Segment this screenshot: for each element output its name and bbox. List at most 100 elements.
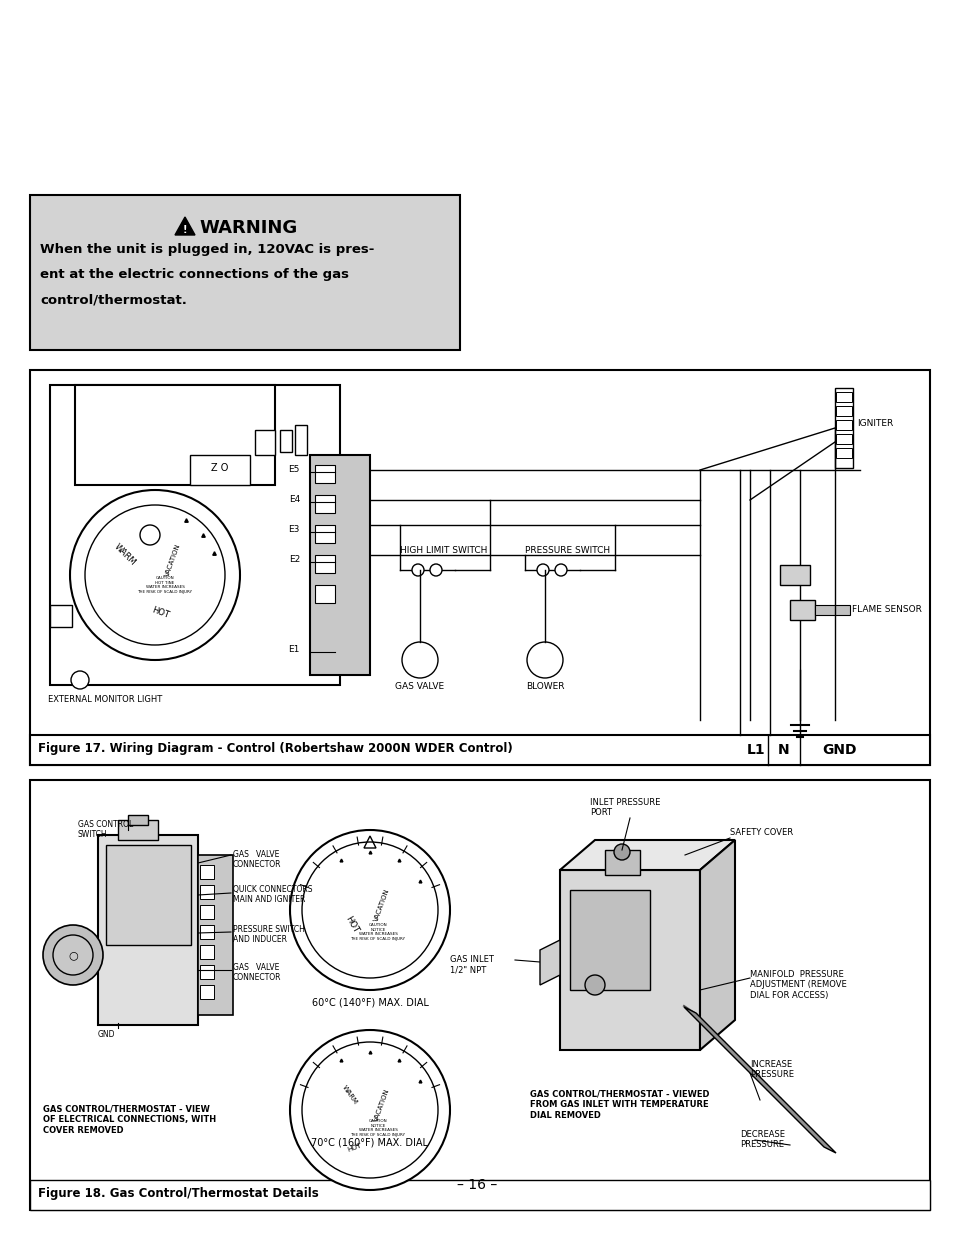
Text: BLOWER: BLOWER (525, 682, 563, 692)
Text: When the unit is plugged in, 120VAC is pres-: When the unit is plugged in, 120VAC is p… (40, 243, 374, 256)
Bar (314, 495, 335, 513)
Bar (128, 815, 148, 825)
Text: PRESSURE SWITCH
AND INDUCER: PRESSURE SWITCH AND INDUCER (233, 925, 305, 945)
Circle shape (85, 505, 225, 645)
Text: control/thermostat.: control/thermostat. (40, 293, 187, 306)
Circle shape (526, 642, 562, 678)
Bar (200, 905, 213, 919)
Bar (559, 869, 700, 1050)
Polygon shape (174, 217, 194, 235)
Bar (280, 430, 292, 452)
Text: IGNITER: IGNITER (856, 419, 892, 427)
Bar (30, 781, 929, 1210)
Text: E5: E5 (289, 466, 299, 474)
Bar (314, 585, 335, 603)
Text: ent at the electric connections of the gas: ent at the electric connections of the g… (40, 268, 349, 282)
Text: GAS CONTROL/THERMOSTAT - VIEWED
FROM GAS INLET WITH TEMPERATURE
DIAL REMOVED: GAS CONTROL/THERMOSTAT - VIEWED FROM GAS… (530, 1091, 709, 1120)
Text: Figure 17. Wiring Diagram - Control (Robertshaw 2000N WDER Control): Figure 17. Wiring Diagram - Control (Rob… (38, 742, 512, 755)
Bar (50, 385, 339, 685)
Bar (200, 986, 213, 999)
Text: L1: L1 (746, 743, 764, 757)
Circle shape (401, 642, 437, 678)
Text: GAS   VALVE
CONNECTOR: GAS VALVE CONNECTOR (233, 850, 281, 869)
Bar (294, 425, 307, 454)
Bar (310, 454, 370, 676)
Text: QUICK CONNECTORS
MAIN AND IGNITER: QUICK CONNECTORS MAIN AND IGNITER (233, 885, 313, 904)
Text: GAS VALVE: GAS VALVE (395, 682, 444, 692)
Circle shape (555, 564, 566, 576)
Text: GAS CONTROL
SWITCH: GAS CONTROL SWITCH (78, 820, 133, 840)
Text: VACATION: VACATION (373, 1088, 391, 1123)
Circle shape (302, 842, 437, 978)
Bar (106, 845, 191, 945)
Text: HIGH LIMIT SWITCH: HIGH LIMIT SWITCH (399, 546, 487, 555)
Text: CAUTION
NOTICE
WATER INCREASES
THE RISK OF SCALD INJURY: CAUTION NOTICE WATER INCREASES THE RISK … (350, 1119, 405, 1137)
Text: GAS CONTROL/THERMOSTAT - VIEW
OF ELECTRICAL CONNECTIONS, WITH
COVER REMOVED: GAS CONTROL/THERMOSTAT - VIEW OF ELECTRI… (43, 1105, 216, 1135)
Bar (30, 735, 929, 764)
Bar (835, 391, 851, 403)
Bar (200, 945, 213, 960)
Bar (190, 454, 250, 485)
Text: VACATION: VACATION (373, 888, 391, 923)
Circle shape (43, 925, 103, 986)
Text: !: ! (183, 225, 187, 235)
Bar (834, 388, 852, 468)
Circle shape (53, 935, 92, 974)
Text: 70°C (160°F) MAX. DIAL: 70°C (160°F) MAX. DIAL (312, 1137, 428, 1149)
Text: INCREASE
PRESSURE: INCREASE PRESSURE (749, 1060, 793, 1079)
Circle shape (71, 671, 89, 689)
Text: FLAME SENSOR: FLAME SENSOR (851, 605, 921, 615)
Circle shape (70, 490, 240, 659)
Bar (789, 600, 814, 620)
Text: GND: GND (98, 1030, 115, 1039)
Text: 60°C (140°F) MAX. DIAL: 60°C (140°F) MAX. DIAL (312, 998, 428, 1008)
Bar (835, 420, 851, 430)
Text: GND: GND (821, 743, 857, 757)
Text: E4: E4 (289, 495, 299, 505)
Bar (200, 965, 213, 979)
Bar (254, 430, 274, 454)
Bar (314, 466, 335, 483)
Bar (30, 195, 459, 350)
Bar (98, 835, 198, 1025)
Circle shape (290, 1030, 450, 1191)
Polygon shape (700, 840, 734, 1050)
Text: E2: E2 (289, 556, 299, 564)
Bar (814, 605, 849, 615)
Bar (200, 864, 213, 879)
Text: GAS INLET
1/2" NPT: GAS INLET 1/2" NPT (450, 955, 494, 974)
Text: WARNING: WARNING (199, 219, 297, 237)
Text: PRESSURE SWITCH: PRESSURE SWITCH (524, 546, 610, 555)
Bar (835, 448, 851, 458)
Bar (75, 385, 274, 485)
Polygon shape (559, 840, 734, 869)
Bar (200, 925, 213, 939)
Text: GAS   VALVE
CONNECTOR: GAS VALVE CONNECTOR (233, 963, 281, 982)
Bar (314, 525, 335, 543)
Text: E1: E1 (289, 646, 299, 655)
Text: Z O: Z O (212, 463, 229, 473)
Circle shape (290, 830, 450, 990)
Text: SAFETY COVER: SAFETY COVER (729, 827, 792, 837)
Text: CAUTION
HOT TINE
WATER INCREASES
THE RISK OF SCALD INJURY: CAUTION HOT TINE WATER INCREASES THE RIS… (137, 576, 193, 594)
Text: WARM: WARM (112, 542, 137, 568)
Circle shape (537, 564, 548, 576)
Bar (835, 406, 851, 416)
Bar (604, 850, 639, 876)
Text: CAUTION
NOTICE
WATER INCREASES
THE RISK OF SCALD INJURY: CAUTION NOTICE WATER INCREASES THE RISK … (350, 923, 405, 941)
Bar (30, 370, 929, 764)
Circle shape (584, 974, 604, 995)
Bar (50, 605, 71, 627)
Text: N: N (778, 743, 789, 757)
Bar (569, 890, 649, 990)
Polygon shape (539, 940, 559, 986)
Text: HOT: HOT (343, 915, 360, 935)
Text: INLET PRESSURE
PORT: INLET PRESSURE PORT (589, 798, 659, 818)
Text: HOT: HOT (347, 1142, 363, 1153)
Text: EXTERNAL MONITOR LIGHT: EXTERNAL MONITOR LIGHT (48, 695, 162, 704)
Circle shape (430, 564, 441, 576)
Text: HOT: HOT (150, 605, 170, 620)
Bar (118, 820, 158, 840)
Bar (200, 885, 213, 899)
Text: VACATION: VACATION (164, 542, 182, 577)
